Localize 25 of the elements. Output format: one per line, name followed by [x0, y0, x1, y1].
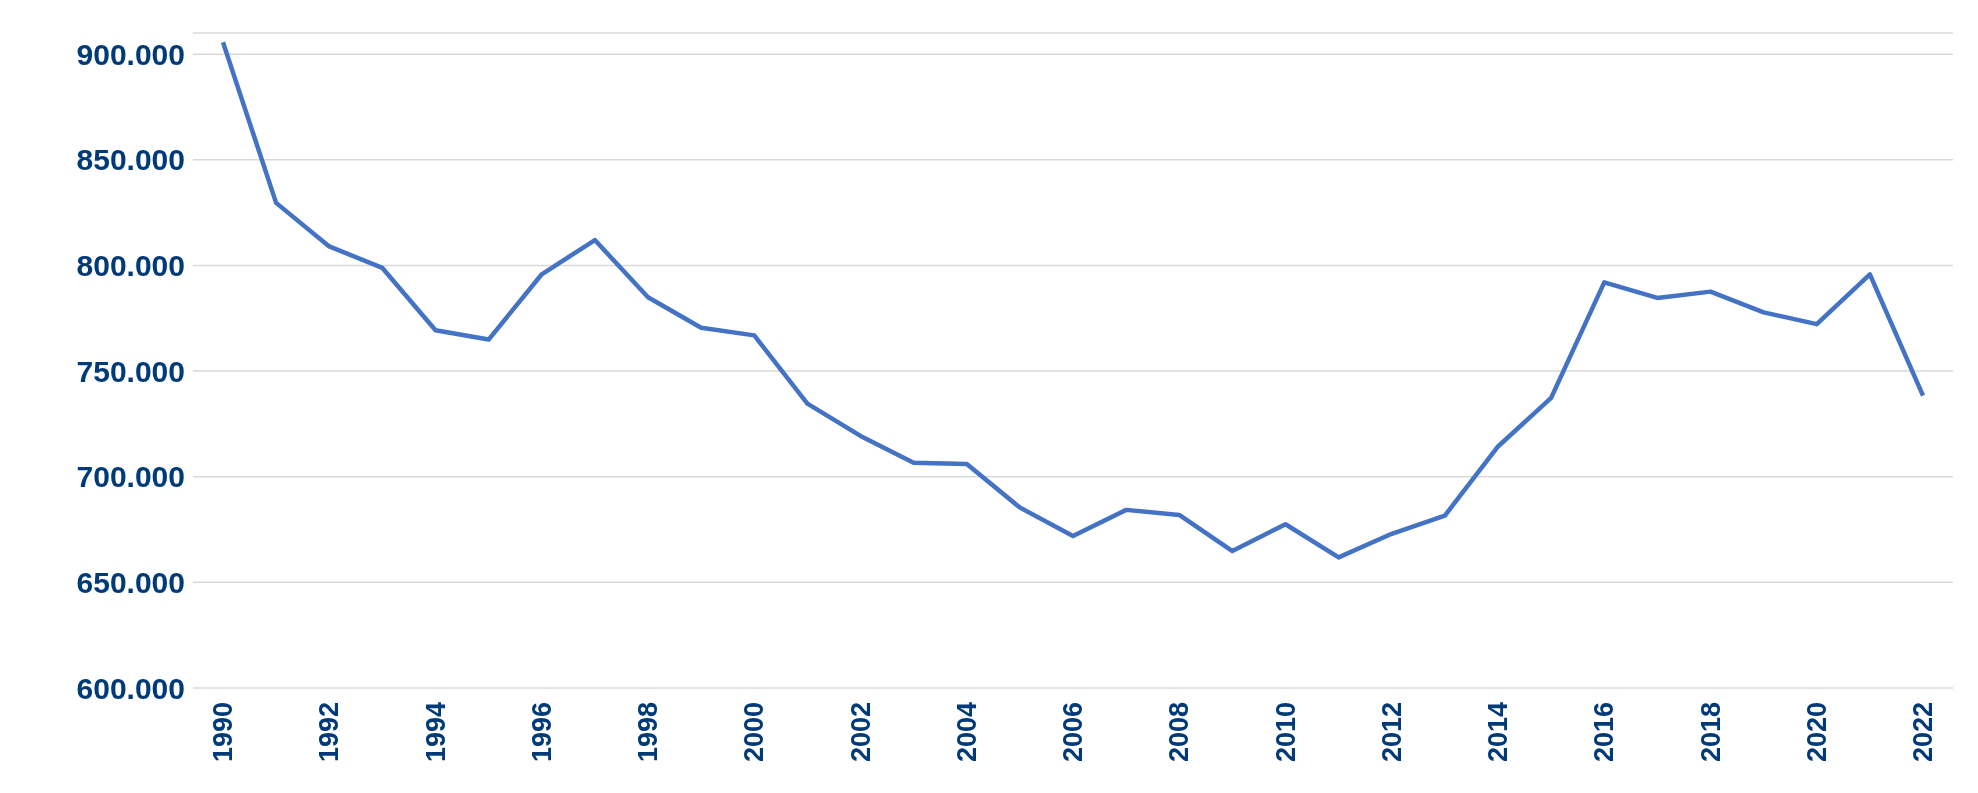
x-tick-label: 2006	[1058, 702, 1088, 763]
y-tick-label: 600.000	[76, 671, 185, 705]
y-tick-label: 750.000	[76, 354, 185, 388]
y-tick-label: 900.000	[76, 37, 185, 71]
x-tick-label: 2000	[739, 702, 770, 763]
x-tick-label: 2008	[1164, 702, 1195, 763]
x-tick-label: 2020	[1801, 702, 1832, 763]
y-tick-label: 650.000	[76, 566, 185, 599]
y-tick-label: 700.000	[76, 460, 185, 494]
x-tick-label: 1990	[208, 702, 238, 763]
line-series	[220, 40, 1926, 560]
x-tick-label: 2002	[845, 702, 876, 763]
x-tick-label: 2022	[1908, 702, 1938, 763]
x-tick-label: 1996	[526, 702, 557, 763]
x-tick-label: 2004	[951, 702, 982, 763]
y-tick-label: 850.000	[76, 143, 185, 177]
x-tick-label: 2018	[1695, 702, 1726, 763]
x-tick-label: 1998	[633, 702, 663, 763]
x-tick-label: 2010	[1270, 702, 1301, 763]
x-tick-label: 2012	[1376, 702, 1407, 763]
x-tick-label: 2016	[1589, 702, 1620, 763]
x-tick-label: 1992	[314, 702, 345, 763]
x-tick-label: 2014	[1483, 702, 1513, 763]
y-tick-label: 800.000	[76, 249, 185, 283]
x-tick-label: 1994	[420, 702, 451, 763]
